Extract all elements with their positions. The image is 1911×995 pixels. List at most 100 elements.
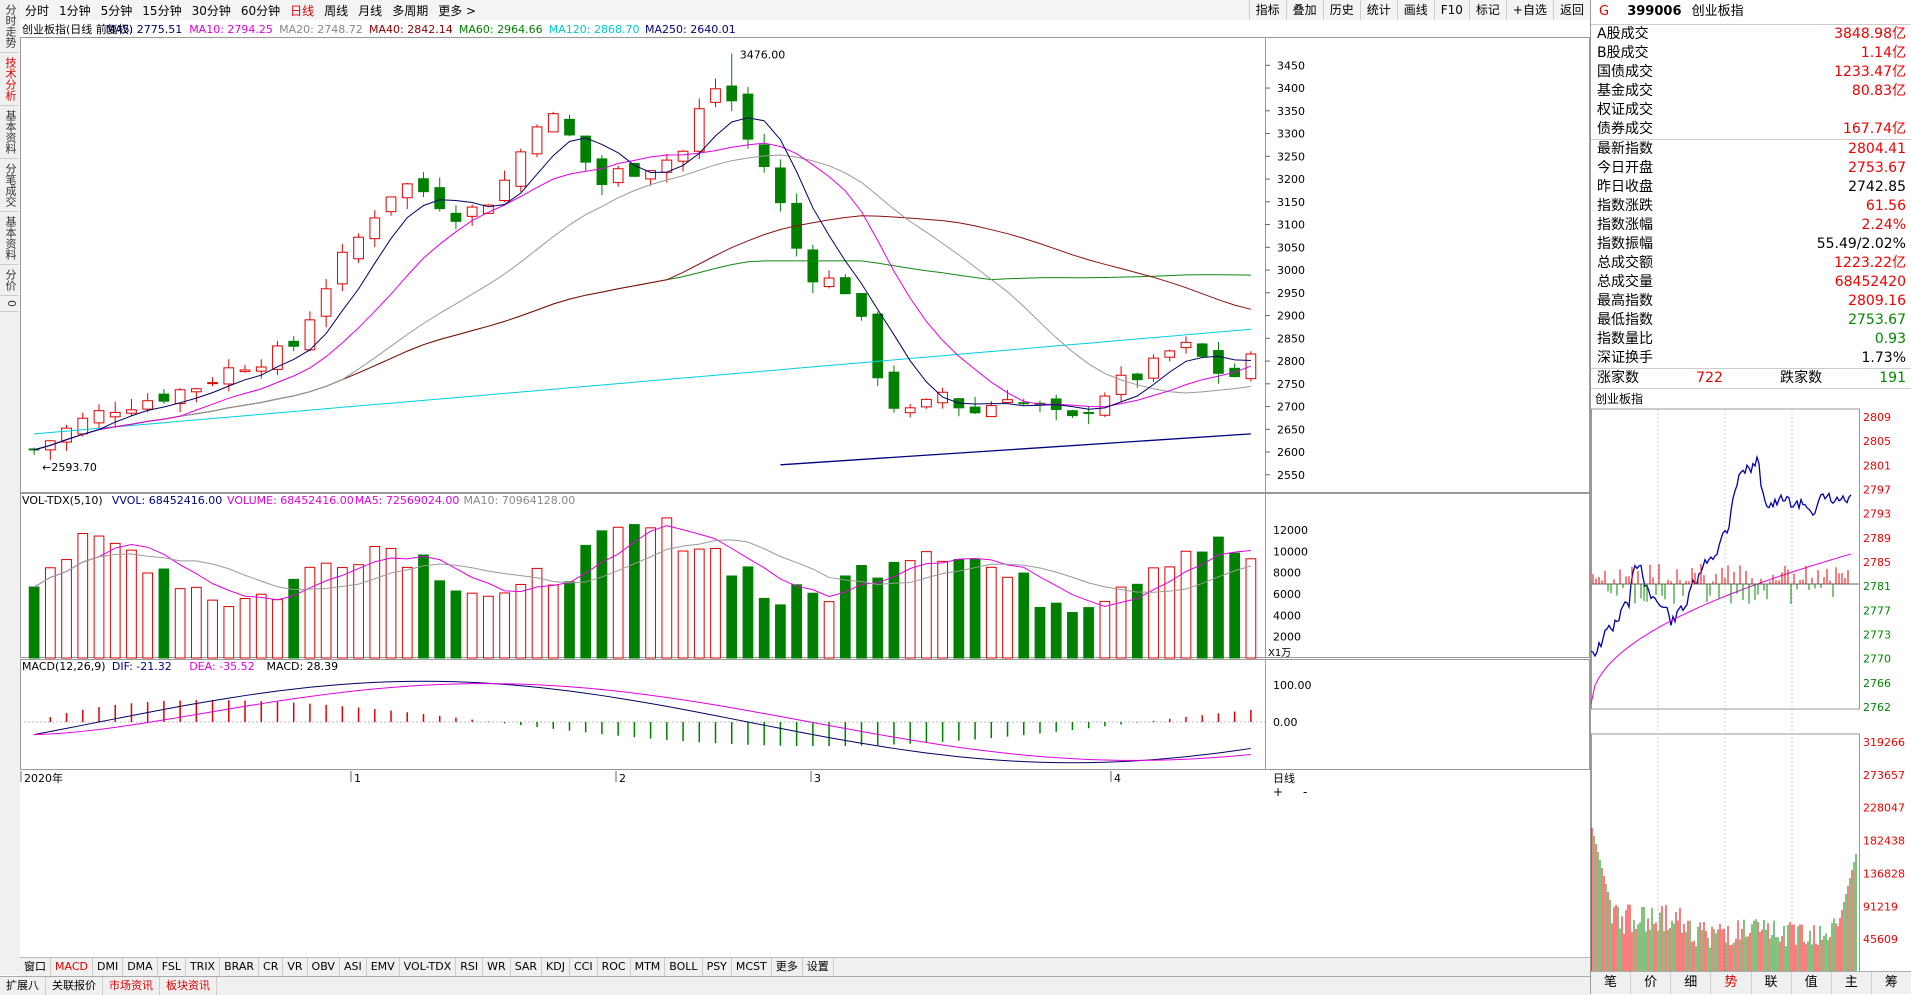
volume-bar[interactable] [580, 544, 592, 659]
indicator-tab-22[interactable]: MCST [732, 958, 772, 976]
candle-body[interactable] [385, 196, 397, 213]
volume-bar[interactable] [272, 599, 283, 659]
candle-body[interactable] [677, 150, 689, 162]
period-tab-0[interactable]: 分时 [25, 3, 50, 18]
left-tab-2[interactable]: 基本资料 [0, 106, 18, 159]
volume-bar[interactable] [336, 567, 348, 659]
side-nav-6[interactable]: 主 [1832, 972, 1872, 994]
volume-bar[interactable] [77, 533, 89, 659]
indicator-tab-24[interactable]: 设置 [803, 958, 834, 976]
indicator-tab-17[interactable]: CCI [570, 958, 598, 976]
volume-bar[interactable] [1196, 551, 1208, 659]
volume-bar[interactable] [677, 550, 689, 659]
volume-bar[interactable] [174, 588, 186, 659]
volume-bar[interactable] [1229, 552, 1241, 659]
volume-bar[interactable] [255, 593, 267, 659]
candle-body[interactable] [985, 405, 997, 418]
period-tab-6[interactable]: 日线 [290, 3, 315, 18]
volume-bar[interactable] [190, 586, 202, 659]
candle-body[interactable] [239, 369, 251, 373]
left-tab-4[interactable]: 基本资料 [0, 212, 18, 265]
indicator-tab-16[interactable]: KDJ [542, 958, 570, 976]
candle-body[interactable] [1213, 350, 1224, 374]
status-item-1[interactable]: 关联报价 [46, 977, 103, 995]
candle-body[interactable] [742, 93, 754, 140]
period-tab-8[interactable]: 月线 [358, 3, 383, 18]
volume-bar[interactable] [1245, 558, 1257, 659]
candle-body[interactable] [1196, 343, 1208, 357]
volume-bar[interactable] [921, 551, 932, 659]
volume-bar[interactable] [937, 560, 949, 659]
candle-body[interactable] [223, 367, 235, 385]
volume-bar[interactable] [823, 601, 835, 659]
side-nav-4[interactable]: 联 [1752, 972, 1792, 994]
indicator-tab-18[interactable]: ROC [598, 958, 631, 976]
period-tab-2[interactable]: 5分钟 [100, 3, 133, 18]
side-nav-2[interactable]: 细 [1671, 972, 1712, 994]
indicator-tab-12[interactable]: VOL-TDX [400, 958, 457, 976]
indicator-tab-2[interactable]: DMI [93, 958, 124, 976]
candle-body[interactable] [466, 206, 478, 217]
tool-button-7[interactable]: +自选 [1505, 0, 1553, 20]
left-tab-3[interactable]: 分笔成交 [0, 159, 18, 212]
volume-bar[interactable] [207, 599, 218, 659]
candle-body[interactable] [1148, 357, 1159, 379]
volume-bar[interactable] [693, 548, 705, 659]
volume-bar[interactable] [547, 584, 559, 659]
volume-bar[interactable] [904, 560, 916, 659]
candle-body[interactable] [272, 345, 283, 370]
candle-body[interactable] [807, 249, 819, 283]
candle-body[interactable] [856, 293, 867, 317]
side-nav-7[interactable]: 筹 [1872, 972, 1911, 994]
tool-button-3[interactable]: 统计 [1359, 0, 1397, 20]
indicator-tab-8[interactable]: VR [283, 958, 308, 976]
indicator-tab-9[interactable]: OBV [308, 958, 340, 976]
volume-bar[interactable] [758, 597, 770, 659]
volume-bar[interactable] [629, 524, 640, 659]
volume-bar[interactable] [28, 586, 40, 659]
candle-body[interactable] [61, 427, 72, 443]
volume-bar[interactable] [985, 566, 997, 659]
volume-bar[interactable] [1164, 566, 1176, 659]
volume-bar[interactable] [872, 577, 884, 659]
candle-body[interactable] [888, 371, 900, 409]
candle-body[interactable] [499, 179, 510, 202]
volume-bar[interactable] [953, 559, 965, 659]
kline-chart[interactable]: 创业板指(日线 前复权)MA5: 2775.51 MA10: 2794.25 MA2… [20, 20, 1590, 957]
indicator-tab-0[interactable]: 窗口 [20, 958, 51, 976]
candle-body[interactable] [401, 183, 413, 199]
indicator-tab-10[interactable]: ASI [340, 958, 367, 976]
volume-bar[interactable] [791, 584, 802, 659]
volume-bar[interactable] [401, 566, 413, 659]
volume-bar[interactable] [1018, 572, 1030, 659]
candle-body[interactable] [288, 340, 300, 347]
indicator-tab-6[interactable]: BRAR [220, 958, 260, 976]
volume-bar[interactable] [856, 564, 867, 659]
tool-button-5[interactable]: F10 [1433, 0, 1469, 20]
period-tab-9[interactable]: 多周期 [392, 3, 429, 18]
volume-bar[interactable] [304, 566, 316, 659]
volume-bar[interactable] [109, 542, 121, 659]
side-nav-3[interactable]: 势 [1711, 972, 1752, 994]
candle-body[interactable] [775, 167, 786, 204]
volume-bar[interactable] [1034, 606, 1046, 659]
candle-body[interactable] [645, 170, 656, 180]
candle-body[interactable] [255, 366, 267, 372]
volume-bar[interactable] [969, 558, 981, 659]
candle-body[interactable] [1131, 373, 1143, 381]
volume-bar[interactable] [450, 590, 462, 659]
volume-bar[interactable] [1148, 567, 1159, 659]
period-tab-4[interactable]: 30分钟 [191, 3, 231, 18]
candle-body[interactable] [531, 126, 543, 155]
indicator-tab-15[interactable]: SAR [511, 958, 543, 976]
volume-bar[interactable] [158, 568, 170, 659]
volume-bar[interactable] [1002, 576, 1013, 659]
volume-bar[interactable] [385, 547, 397, 659]
candle-body[interactable] [369, 217, 381, 240]
candle-body[interactable] [839, 277, 851, 295]
candle-body[interactable] [418, 178, 429, 193]
left-tab-6[interactable]: 0 [0, 296, 18, 312]
tool-button-2[interactable]: 历史 [1322, 0, 1360, 20]
indicator-tab-11[interactable]: EMV [367, 958, 400, 976]
indicator-tab-19[interactable]: MTM [631, 958, 666, 976]
